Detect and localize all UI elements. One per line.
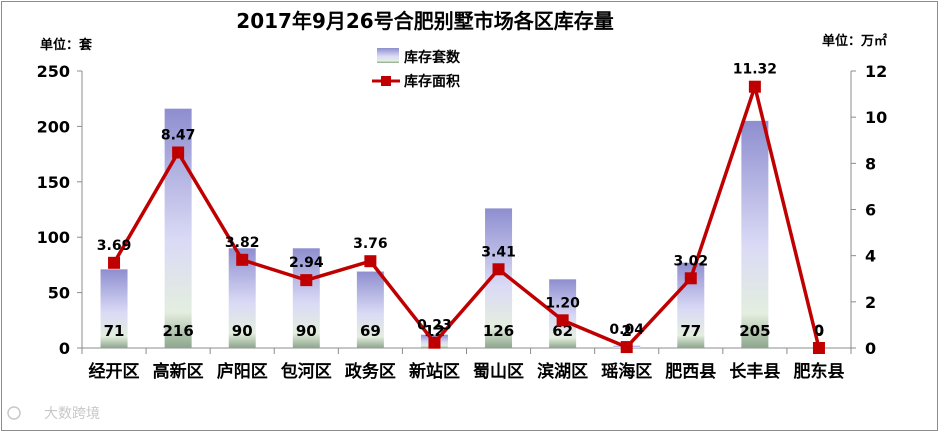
watermark: 大数跨境 bbox=[7, 406, 100, 422]
bar bbox=[100, 269, 128, 348]
area-marker bbox=[300, 274, 313, 287]
bar bbox=[741, 120, 769, 348]
right-tick-label: 4 bbox=[865, 247, 876, 266]
area-value-label: 3.82 bbox=[225, 235, 260, 251]
area-series-line bbox=[112, 84, 821, 349]
left-tick-label: 200 bbox=[37, 117, 70, 136]
area-marker bbox=[364, 255, 377, 268]
category-label: 包河区 bbox=[281, 361, 332, 382]
bar-value-label: 62 bbox=[552, 322, 573, 340]
bar-value-label: 77 bbox=[680, 322, 701, 340]
area-value-label: 11.32 bbox=[733, 62, 777, 78]
bar-value-label: 90 bbox=[232, 322, 253, 340]
category-label: 滨湖区 bbox=[537, 361, 588, 382]
bars bbox=[100, 108, 769, 348]
area-marker bbox=[428, 336, 441, 349]
left-axis-unit: 单位：套 bbox=[40, 37, 93, 53]
legend-bar-swatch bbox=[377, 48, 399, 63]
bar bbox=[356, 271, 384, 348]
category-label: 高新区 bbox=[153, 361, 204, 382]
legend: 库存套数 库存面积 bbox=[372, 48, 461, 90]
area-value-label: 2.94 bbox=[289, 255, 324, 271]
area-value-label: 3.02 bbox=[674, 253, 709, 269]
area-value-label: 0.23 bbox=[417, 318, 452, 334]
bar-value-label: 205 bbox=[739, 322, 770, 340]
area-marker bbox=[556, 314, 569, 327]
left-tick-label: 0 bbox=[59, 339, 70, 358]
left-tick-label: 100 bbox=[37, 228, 70, 247]
area-marker bbox=[492, 263, 505, 276]
right-tick-label: 2 bbox=[865, 293, 876, 312]
axes: 0 50 100 150 200 250 0 2 4 6 8 10 12 bbox=[37, 62, 888, 358]
category-label: 瑶海区 bbox=[601, 361, 652, 382]
right-tick-label: 6 bbox=[865, 201, 876, 220]
category-label: 蜀山区 bbox=[473, 362, 524, 382]
right-tick-label: 0 bbox=[865, 339, 876, 358]
area-marker bbox=[684, 272, 697, 285]
right-tick-label: 12 bbox=[865, 62, 887, 81]
bar-value-label: 126 bbox=[483, 322, 514, 340]
left-tick-label: 150 bbox=[37, 173, 70, 192]
legend-line-marker bbox=[381, 76, 391, 86]
left-tick-label: 50 bbox=[48, 284, 70, 303]
area-value-label: 3.69 bbox=[97, 238, 132, 254]
bar-value-label: 2 bbox=[621, 322, 631, 340]
watermark-text: 大数跨境 bbox=[44, 406, 100, 422]
bar-value-label: 90 bbox=[296, 322, 317, 340]
category-label: 长丰县 bbox=[729, 361, 780, 382]
area-marker bbox=[236, 253, 249, 266]
area-marker bbox=[620, 341, 633, 354]
category-labels: 经开区 高新区 庐阳区 包河区 政务区 新站区 蜀山区 滨湖区 瑶海区 肥西县 长丰县 肥东县 bbox=[89, 361, 845, 382]
bar-value-label: 69 bbox=[360, 322, 381, 340]
right-tick-label: 10 bbox=[865, 108, 887, 127]
area-marker bbox=[748, 80, 761, 93]
area-value-label: 0 bbox=[814, 323, 824, 339]
chart-title: 2017年9月26号合肥别墅市场各区库存量 bbox=[236, 9, 613, 33]
category-label: 经开区 bbox=[89, 361, 140, 382]
area-value-label: 1.20 bbox=[545, 295, 580, 311]
area-line: 3.69 8.47 3.82 2.94 3.76 0.23 3.41 1.20 0.04 3.02… bbox=[97, 62, 825, 354]
area-value-label: 8.47 bbox=[161, 127, 196, 143]
category-label: 政务区 bbox=[345, 361, 396, 382]
left-tick-label: 250 bbox=[37, 62, 70, 81]
bar bbox=[164, 108, 192, 348]
area-value-label: 3.76 bbox=[353, 236, 388, 252]
area-value-label: 3.41 bbox=[481, 244, 516, 260]
category-label: 肥东县 bbox=[793, 361, 844, 382]
bar-value-label: 216 bbox=[162, 322, 193, 340]
bar-value-label: 71 bbox=[104, 322, 125, 340]
category-label: 肥西县 bbox=[665, 362, 716, 382]
watermark-logo-icon bbox=[7, 406, 21, 420]
bar-value-label: 0 bbox=[814, 322, 824, 340]
right-axis-unit: 单位：万㎡ bbox=[822, 33, 887, 49]
legend-bar-label: 库存套数 bbox=[404, 49, 461, 66]
area-value-label: 0.04 bbox=[609, 322, 644, 338]
area-marker bbox=[812, 342, 825, 354]
category-label: 庐阳区 bbox=[217, 361, 268, 382]
legend-line-label: 库存面积 bbox=[404, 73, 460, 90]
bar-value-labels: 71 216 90 90 69 12 126 62 2 77 205 0 bbox=[104, 322, 825, 340]
right-tick-label: 8 bbox=[865, 154, 876, 173]
bar bbox=[292, 248, 320, 348]
area-marker bbox=[108, 256, 121, 269]
area-marker bbox=[172, 146, 185, 159]
category-label: 新站区 bbox=[409, 361, 460, 382]
